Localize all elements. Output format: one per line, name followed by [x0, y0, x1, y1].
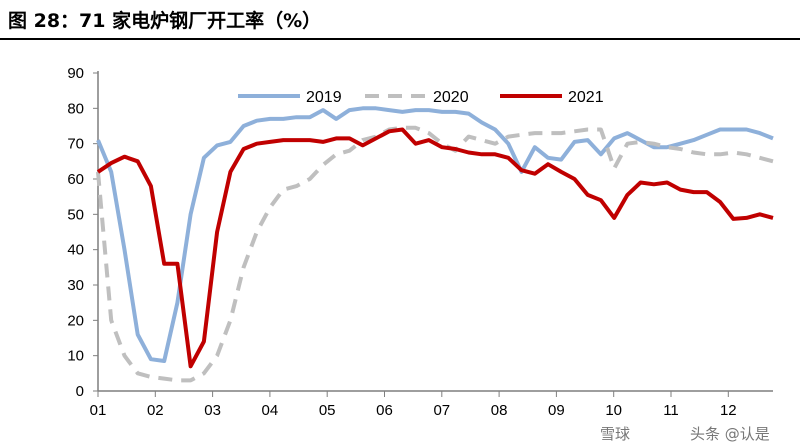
- x-tick-label: 12: [720, 402, 737, 419]
- x-tick-label: 11: [663, 402, 679, 419]
- y-tick-label: 30: [67, 277, 84, 294]
- y-tick-label: 40: [67, 242, 84, 259]
- series-line-2019: [96, 106, 774, 363]
- x-tick-label: 08: [491, 402, 508, 419]
- y-tick-label: 70: [67, 136, 84, 153]
- x-tick-label: 03: [204, 402, 221, 419]
- x-tick-label: 02: [147, 402, 164, 419]
- x-tick-label: 10: [605, 402, 622, 419]
- x-tick-label: 05: [319, 402, 336, 419]
- legend-label: 2020: [433, 89, 469, 106]
- x-tick-label: 07: [433, 402, 450, 419]
- x-tick-label: 06: [376, 402, 393, 419]
- y-tick-label: 90: [67, 65, 84, 82]
- legend-label: 2021: [568, 89, 604, 106]
- x-tick-label: 01: [90, 402, 107, 419]
- watermark-toutiao: 头条 @认是: [690, 425, 770, 442]
- series-line-2020: [96, 125, 774, 383]
- legend-label: 2019: [306, 89, 342, 106]
- y-tick-label: 80: [67, 100, 84, 117]
- x-tick-label: 09: [548, 402, 565, 419]
- watermark-xueqiu: 雪球: [600, 425, 630, 442]
- x-tick-label: 04: [262, 402, 279, 419]
- chart-title: 图 28：71 家电炉钢厂开工率（%）: [8, 10, 322, 32]
- series-line-2021: [96, 127, 774, 369]
- y-tick-label: 60: [67, 171, 84, 188]
- y-tick-label: 0: [76, 383, 84, 400]
- y-tick-label: 10: [67, 348, 84, 365]
- y-tick-label: 50: [67, 206, 84, 223]
- y-tick-label: 20: [67, 312, 84, 329]
- title-divider: [0, 38, 800, 40]
